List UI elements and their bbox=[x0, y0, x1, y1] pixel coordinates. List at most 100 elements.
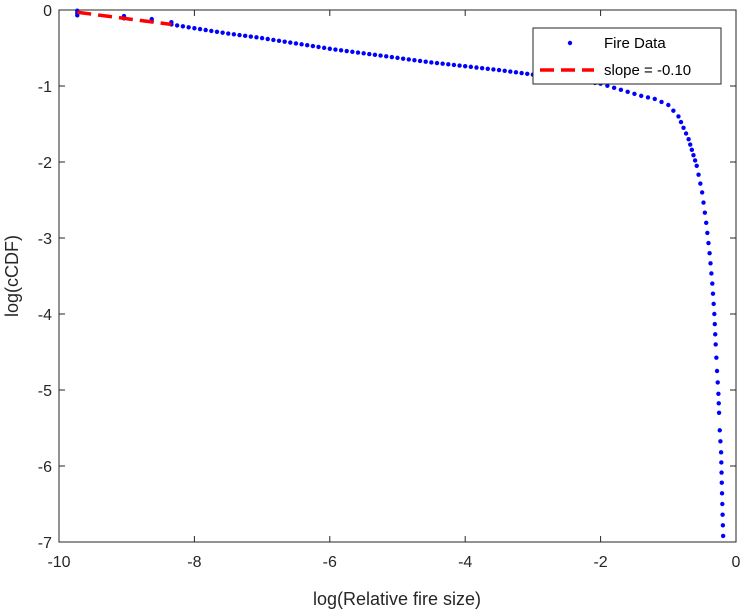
x-tick-label: 0 bbox=[732, 554, 741, 571]
data-point bbox=[716, 410, 722, 415]
data-point-interp bbox=[446, 62, 451, 67]
data-point-interp bbox=[681, 125, 686, 130]
legend: Fire Data slope = -0.10 bbox=[532, 27, 722, 85]
legend-label-slope: slope = -0.10 bbox=[604, 62, 691, 79]
data-point-interp bbox=[691, 152, 696, 158]
data-point-interp bbox=[248, 34, 254, 39]
data-point-interp bbox=[713, 332, 718, 337]
data-point-interp bbox=[265, 36, 270, 42]
data-point-interp bbox=[242, 33, 248, 39]
data-point-interp bbox=[276, 38, 282, 43]
data-point bbox=[720, 533, 726, 539]
data-point bbox=[719, 480, 724, 485]
x-tick-label: -10 bbox=[47, 554, 70, 571]
data-point-interp bbox=[186, 25, 191, 30]
y-tick-label: -4 bbox=[38, 307, 52, 324]
y-tick-label: -3 bbox=[38, 231, 52, 248]
data-point-interp bbox=[400, 56, 406, 61]
data-point-interp bbox=[710, 291, 716, 296]
data-point-interp bbox=[457, 63, 462, 68]
data-point-interp bbox=[417, 58, 423, 64]
data-point-interp bbox=[214, 29, 220, 34]
data-point-interp bbox=[625, 89, 630, 95]
data-point-interp bbox=[344, 48, 349, 54]
data-point-interp bbox=[451, 62, 457, 68]
data-point-interp bbox=[705, 230, 710, 236]
data-point-interp bbox=[474, 65, 479, 70]
x-tick-label: -4 bbox=[458, 554, 472, 571]
data-point bbox=[704, 220, 709, 225]
x-tick-label: -6 bbox=[323, 554, 337, 571]
data-point-interp bbox=[719, 460, 724, 465]
data-point-interp bbox=[350, 49, 355, 54]
data-point-interp bbox=[720, 501, 725, 507]
data-point-interp bbox=[711, 301, 716, 307]
data-point-interp bbox=[305, 43, 310, 48]
data-point bbox=[639, 93, 644, 99]
data-point bbox=[713, 342, 718, 347]
data-point-interp bbox=[659, 99, 664, 105]
data-point bbox=[716, 391, 721, 396]
data-point-interp bbox=[434, 60, 440, 66]
data-point bbox=[694, 163, 699, 168]
data-point bbox=[293, 41, 299, 46]
data-point-interp bbox=[299, 42, 304, 47]
fit-line-series bbox=[77, 10, 172, 27]
data-point bbox=[361, 51, 366, 56]
data-point-interp bbox=[271, 37, 276, 43]
data-point bbox=[618, 87, 624, 93]
data-point bbox=[226, 31, 231, 36]
data-point-interp bbox=[316, 44, 321, 50]
x-tick-label: -8 bbox=[187, 554, 201, 571]
legend-label-fire-data: Fire Data bbox=[604, 35, 666, 52]
data-point-interp bbox=[688, 142, 693, 147]
data-point-interp bbox=[715, 380, 720, 385]
data-point bbox=[717, 428, 722, 433]
data-point-interp bbox=[197, 26, 203, 32]
data-point-interp bbox=[508, 69, 513, 74]
data-point-interp bbox=[231, 32, 237, 37]
data-point-interp bbox=[671, 108, 676, 113]
data-point bbox=[496, 67, 502, 73]
data-point-interp bbox=[706, 240, 711, 246]
data-point-interp bbox=[254, 35, 259, 40]
data-point bbox=[75, 13, 80, 18]
data-point-interp bbox=[209, 28, 214, 34]
data-point-interp bbox=[468, 64, 474, 70]
data-point bbox=[463, 64, 468, 69]
data-point-interp bbox=[384, 54, 389, 59]
data-point-interp bbox=[440, 61, 445, 66]
data-point bbox=[666, 102, 671, 108]
data-point bbox=[714, 368, 720, 374]
data-point-interp bbox=[720, 512, 725, 517]
x-axis-label: log(Relative fire size) bbox=[313, 589, 481, 609]
y-tick-label: -6 bbox=[38, 459, 52, 476]
data-point-interp bbox=[719, 470, 724, 475]
data-point-interp bbox=[282, 39, 287, 44]
data-point bbox=[710, 281, 715, 286]
data-point-interp bbox=[701, 200, 706, 205]
data-point-interp bbox=[174, 23, 180, 28]
data-point-interp bbox=[719, 491, 725, 496]
data-point-interp bbox=[689, 147, 695, 153]
data-point-interp bbox=[423, 59, 428, 64]
data-point-interp bbox=[338, 48, 344, 53]
data-point-interp bbox=[696, 172, 701, 177]
data-point-interp bbox=[237, 32, 242, 38]
data-point-interp bbox=[372, 52, 378, 58]
data-point-interp bbox=[288, 40, 293, 45]
legend-marker-fire-data bbox=[567, 40, 573, 46]
y-tick-label: -5 bbox=[38, 383, 52, 400]
data-point-interp bbox=[678, 119, 684, 125]
data-point-interp bbox=[406, 57, 411, 62]
data-point-interp bbox=[605, 83, 610, 88]
data-point-interp bbox=[645, 95, 651, 100]
y-tick-label: 0 bbox=[43, 3, 52, 20]
data-point bbox=[327, 46, 332, 51]
legend-box bbox=[532, 27, 722, 85]
data-point bbox=[259, 35, 265, 41]
data-point bbox=[686, 137, 691, 142]
data-point-interp bbox=[709, 271, 714, 276]
data-point-interp bbox=[712, 321, 717, 327]
